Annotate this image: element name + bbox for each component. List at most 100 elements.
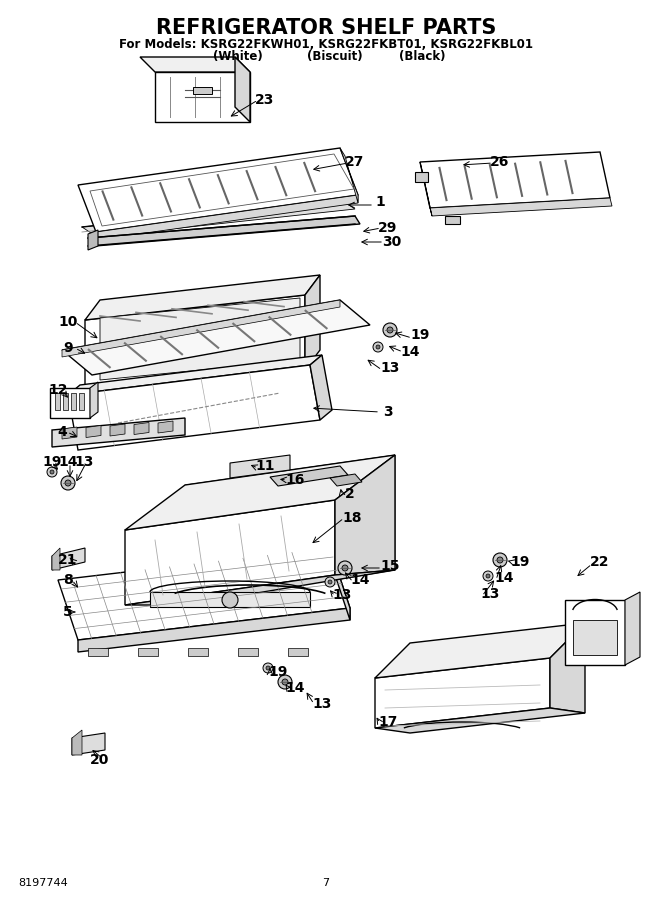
Text: 14: 14 — [400, 345, 420, 359]
Polygon shape — [375, 623, 585, 678]
Polygon shape — [71, 393, 76, 410]
Text: (Biscuit): (Biscuit) — [306, 50, 363, 63]
Text: 5: 5 — [63, 605, 73, 619]
Circle shape — [338, 561, 352, 575]
Text: 19: 19 — [511, 555, 529, 569]
Polygon shape — [52, 548, 85, 570]
Polygon shape — [62, 427, 77, 439]
Polygon shape — [150, 592, 310, 607]
Circle shape — [263, 663, 273, 673]
Polygon shape — [573, 620, 617, 655]
Polygon shape — [235, 57, 250, 122]
Text: 14: 14 — [58, 455, 78, 469]
Polygon shape — [110, 424, 125, 436]
Polygon shape — [138, 648, 158, 656]
Text: 21: 21 — [58, 553, 78, 567]
Polygon shape — [420, 162, 432, 216]
Text: 29: 29 — [378, 221, 398, 235]
Circle shape — [325, 577, 335, 587]
Text: 13: 13 — [481, 587, 499, 601]
Polygon shape — [78, 608, 350, 652]
Polygon shape — [96, 195, 358, 240]
Polygon shape — [340, 148, 358, 203]
Text: 13: 13 — [380, 361, 400, 375]
Text: 23: 23 — [256, 93, 274, 107]
Circle shape — [222, 592, 238, 608]
Circle shape — [47, 467, 57, 477]
Polygon shape — [270, 466, 348, 486]
Text: 19: 19 — [42, 455, 62, 469]
Text: 22: 22 — [590, 555, 610, 569]
Text: 7: 7 — [323, 878, 329, 888]
Text: 14: 14 — [350, 573, 370, 587]
Polygon shape — [310, 355, 332, 420]
Text: (White): (White) — [213, 50, 263, 63]
Polygon shape — [330, 548, 350, 620]
Polygon shape — [193, 87, 212, 94]
Circle shape — [282, 679, 288, 685]
Text: 16: 16 — [286, 473, 304, 487]
Polygon shape — [72, 733, 105, 755]
Polygon shape — [88, 230, 98, 250]
Polygon shape — [415, 172, 428, 182]
Text: 18: 18 — [342, 511, 362, 525]
Text: 15: 15 — [380, 559, 400, 573]
Polygon shape — [62, 300, 340, 357]
Polygon shape — [188, 648, 208, 656]
Text: 20: 20 — [91, 753, 110, 767]
Text: 27: 27 — [346, 155, 364, 169]
Circle shape — [328, 580, 332, 584]
Text: 13: 13 — [312, 697, 332, 711]
Polygon shape — [50, 388, 90, 418]
Polygon shape — [375, 708, 585, 733]
Circle shape — [493, 553, 507, 567]
Text: 30: 30 — [382, 235, 402, 249]
Text: For Models: KSRG22FKWH01, KSRG22FKBT01, KSRG22FKBL01: For Models: KSRG22FKWH01, KSRG22FKBT01, … — [119, 38, 533, 51]
Polygon shape — [78, 148, 358, 232]
Polygon shape — [125, 500, 335, 605]
Text: 9: 9 — [63, 341, 73, 355]
Polygon shape — [82, 199, 355, 237]
Polygon shape — [185, 455, 395, 605]
Polygon shape — [125, 455, 395, 530]
Polygon shape — [158, 421, 173, 433]
Polygon shape — [52, 548, 60, 570]
Polygon shape — [238, 648, 258, 656]
Text: 12: 12 — [48, 383, 68, 397]
Circle shape — [383, 323, 397, 337]
Circle shape — [61, 476, 75, 490]
Polygon shape — [625, 592, 640, 665]
Circle shape — [486, 574, 490, 578]
Polygon shape — [125, 570, 395, 605]
Polygon shape — [68, 355, 322, 395]
Text: 13: 13 — [333, 588, 351, 602]
Text: REFRIGERATOR SHELF PARTS: REFRIGERATOR SHELF PARTS — [156, 18, 496, 38]
Circle shape — [497, 557, 503, 563]
Polygon shape — [72, 730, 82, 755]
Text: 3: 3 — [383, 405, 393, 419]
Polygon shape — [550, 623, 585, 713]
Text: 13: 13 — [74, 455, 94, 469]
Polygon shape — [63, 393, 68, 410]
Polygon shape — [420, 152, 610, 208]
Polygon shape — [330, 474, 362, 486]
Circle shape — [266, 666, 270, 670]
Polygon shape — [68, 365, 320, 450]
Circle shape — [278, 675, 292, 689]
Text: 14: 14 — [494, 571, 514, 585]
Circle shape — [342, 565, 348, 571]
Text: 19: 19 — [269, 665, 288, 679]
Text: 26: 26 — [490, 155, 510, 169]
Text: 8197744: 8197744 — [18, 878, 68, 888]
Polygon shape — [445, 216, 460, 224]
Circle shape — [483, 571, 493, 581]
Polygon shape — [565, 600, 625, 665]
Text: 2: 2 — [345, 487, 355, 501]
Polygon shape — [430, 198, 612, 216]
Polygon shape — [85, 275, 320, 320]
Circle shape — [376, 345, 380, 349]
Polygon shape — [288, 648, 308, 656]
Polygon shape — [375, 658, 550, 728]
Circle shape — [387, 327, 393, 333]
Polygon shape — [335, 455, 395, 575]
